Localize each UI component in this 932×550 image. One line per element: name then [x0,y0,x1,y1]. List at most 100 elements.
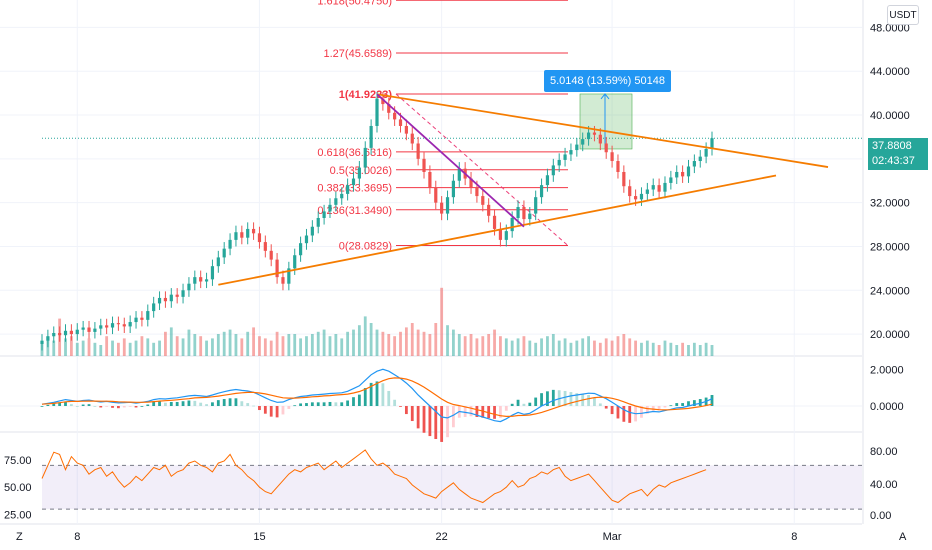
macd-histogram-bar [99,406,103,408]
macd-histogram-bar [340,402,344,406]
macd-histogram-bar [46,404,50,406]
volume-bar [569,342,573,356]
volume-bar [87,338,91,356]
volume-bar [704,342,708,356]
volume-bar [557,340,561,356]
macd-histogram-bar [75,406,79,407]
volume-bar [581,338,585,356]
macd-histogram-bar [205,404,208,406]
candle-body [575,144,579,151]
macd-histogram-bar [387,390,391,406]
macd-histogram-bar [698,399,702,406]
macd-histogram-bar [222,399,226,406]
macd-histogram-bar [310,402,314,406]
macd-histogram-bar [346,400,350,406]
candle-body [393,112,397,120]
macd-histogram-bar [663,406,667,408]
macd-line [41,368,713,423]
candle-body [704,148,708,157]
macd-histogram-bar [158,401,161,406]
candle-body [63,330,68,336]
candle-body [492,215,497,229]
candle-body [140,317,144,320]
candle-body [387,104,391,113]
candle-body [163,297,168,302]
measure-arrow-head [600,93,610,100]
macd-histogram-bar [463,406,467,417]
currency-button[interactable]: USDT [887,5,919,25]
candle-body [46,336,50,341]
volume-bar [551,334,555,356]
rsi-right-tick: 40.00 [870,479,898,491]
volume-bar [310,334,314,356]
candle-body [487,204,491,216]
volume-bar [299,338,302,356]
volume-bar [99,345,103,356]
macd-histogram-bar [692,400,696,406]
volume-bar [122,338,126,356]
trendlines[interactable] [218,93,829,286]
bottom-left-label[interactable]: Z [16,531,23,543]
candle-body [263,242,267,251]
fib-level-label: 1(41.9223) [339,89,393,101]
fibonacci-retracement[interactable]: 1.618(50.4750) 1.27(45.6589) 1(41.9223) 0.6… [317,0,633,253]
volume-bar [234,334,238,356]
price-tick: 48.0000 [870,22,910,34]
candle-body [228,239,232,249]
volume-bar [305,336,308,356]
volume-bar [181,338,185,356]
candle-body [75,329,79,335]
candle-body [628,186,632,197]
macd-tick: 0.0000 [870,401,904,413]
macd-histogram-bar [640,406,643,418]
candle-body [234,232,238,240]
macd-histogram-bar [645,406,649,414]
volume-bar [422,331,426,356]
volume-bar [193,334,197,356]
candle-body [657,185,661,192]
volume-bar [687,345,690,356]
macd-histogram-bar [534,397,538,406]
volume-bar [546,336,549,356]
candle-body [622,171,626,187]
volume-bar [416,329,420,356]
macd-histogram-bar [563,390,567,406]
candle-body [563,154,567,160]
grid [0,0,864,525]
rsi-pane [41,449,862,510]
volume-bar [657,345,661,356]
candle-body [610,152,614,162]
volume-bar [375,329,379,356]
volume-bar [487,334,491,356]
fib-level-label: 1.27(45.6589) [324,48,393,60]
macd-histogram-bar [651,406,655,411]
macd-histogram-bar [69,404,73,406]
rsi-right-tick: 80.00 [870,446,898,458]
volume-bar [681,342,685,356]
volume-bar [610,340,614,356]
candle-body [469,178,473,188]
macd-histogram-bar [504,406,508,411]
auto-scale-button[interactable]: A [899,531,907,543]
candle-body [251,228,256,234]
volume-bar [346,331,350,356]
candle-body [240,232,244,238]
candle-body [287,268,291,284]
candle-body [522,207,526,220]
macd-histogram-bar [493,406,496,419]
macd-signal-line [41,377,713,418]
candle-body [698,156,702,162]
rsi-band [42,465,862,510]
macd-histogram-bar [258,406,261,411]
volume-bar [692,342,696,356]
rsi-left-tick: 50.00 [4,482,32,494]
volume-bar [645,340,649,356]
rsi-left-tick: 75.00 [4,455,32,467]
macd-histogram-bar [128,406,132,407]
macd-histogram-bar [93,406,97,407]
candle-body [204,279,209,282]
volume-bar [175,336,179,356]
volume-bar [158,340,161,356]
candle-body [157,297,162,304]
